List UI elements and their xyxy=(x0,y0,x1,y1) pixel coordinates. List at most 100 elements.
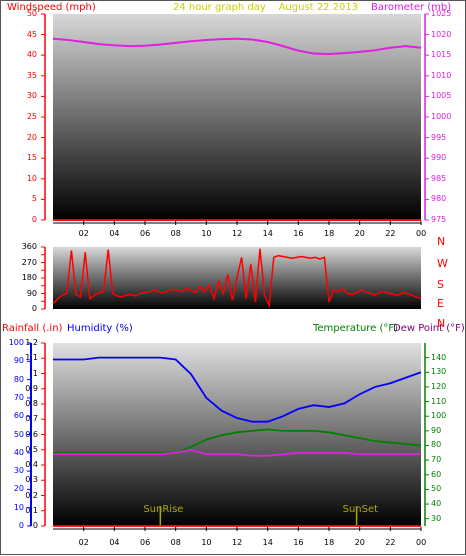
hour-tick-label: 08 xyxy=(170,538,181,547)
hour-tick-label: 06 xyxy=(140,538,151,547)
hour-tick-label: 14 xyxy=(262,538,273,547)
temperature-tick-label: 100 xyxy=(431,411,447,421)
compass-letter: N xyxy=(437,317,446,330)
humidity-tick-label: 90 xyxy=(13,356,24,366)
hour-tick-label: 14 xyxy=(262,229,273,238)
humidity-tick-label: 0 xyxy=(18,521,24,530)
humidity-temperature-chart xyxy=(27,342,429,531)
hour-tick-label: 10 xyxy=(201,538,212,547)
barometer-line xyxy=(52,37,422,55)
barometer-tick-label: 985 xyxy=(431,173,447,183)
dewpoint-line xyxy=(53,448,421,457)
windspeed-tick-label: 30 xyxy=(26,91,37,101)
temperature-tick-label: 30 xyxy=(431,513,442,523)
barometer-tick-label: 980 xyxy=(431,194,447,204)
dewpoint-label: Dew Point (°F) xyxy=(393,323,465,334)
barometer-tick-label: 1020 xyxy=(431,29,452,39)
hour-tick-label: 12 xyxy=(232,538,243,547)
windspeed-tick-label: 40 xyxy=(26,50,37,60)
barometer-axis-label: Barometer (mb) xyxy=(371,2,451,13)
wind-direction-chart xyxy=(41,246,422,310)
windspeed-tick-label: 45 xyxy=(26,29,37,39)
title-date: August 22 2013 xyxy=(278,2,359,13)
rainfall-axis-label: Rainfall (.in) xyxy=(2,323,62,334)
hour-tick-label: 02 xyxy=(78,229,89,238)
hour-tick-label: 02 xyxy=(78,538,89,547)
barometer-tick-label: 1010 xyxy=(431,70,452,80)
windspeed-tick-label: 20 xyxy=(26,132,37,142)
compass-letter: S xyxy=(437,278,444,291)
temperature-axis-label: Temperature (°F) xyxy=(313,323,398,334)
temperature-tick-label: 70 xyxy=(431,455,442,465)
windspeed-tick-label: 10 xyxy=(26,173,37,183)
plot-background xyxy=(53,343,421,526)
windspeed-barometer-chart xyxy=(41,13,429,225)
hour-tick-label: 10 xyxy=(201,229,212,238)
barometer-label: Barometer (mb) xyxy=(371,2,452,13)
humidity-line xyxy=(53,356,422,423)
temperature-tick-label: 80 xyxy=(431,440,442,450)
humidity-tick-label: 30 xyxy=(13,466,24,476)
compass-letter: E xyxy=(437,297,444,310)
sunrise-label: SunRise xyxy=(143,504,184,515)
direction-tick-label: 270 xyxy=(21,257,37,267)
hour-tick-label: 18 xyxy=(324,229,335,238)
barometer-tick-label: 995 xyxy=(431,132,447,142)
temperature-tick-label: 60 xyxy=(431,469,442,479)
temperature-tick-label: 50 xyxy=(431,484,442,494)
hour-tick-label: 00 xyxy=(416,229,427,238)
compass-letter: W xyxy=(437,257,448,270)
barometer-tick-label: 975 xyxy=(431,215,447,224)
temperature-label: Temperature (°F) xyxy=(313,323,399,334)
windspeed-tick-label: 0 xyxy=(31,215,37,224)
hour-tick-label: 20 xyxy=(354,229,365,238)
humidity-tick-label: 50 xyxy=(13,429,24,439)
hour-tick-label: 00 xyxy=(416,538,427,547)
temperature-tick-label: 120 xyxy=(431,381,447,391)
sunset-label: SunSet xyxy=(342,504,379,515)
humidity-tick-label: 40 xyxy=(13,447,24,457)
direction-tick-label: 360 xyxy=(21,242,37,251)
hour-tick-label: 18 xyxy=(324,538,335,547)
direction-tick-label: 180 xyxy=(21,273,37,282)
barometer-tick-label: 1005 xyxy=(431,91,452,101)
title-text: 24 hour graph day xyxy=(173,2,266,13)
hour-tick-label: 20 xyxy=(354,538,365,547)
humidity-tick-label: 80 xyxy=(13,374,24,384)
rainfall-tick-label: 1 xyxy=(32,368,38,378)
humidity-axis-label: Humidity (%) xyxy=(67,323,133,334)
windspeed-tick-label: 25 xyxy=(26,112,37,121)
windspeed-tick-label: 35 xyxy=(26,70,37,80)
hour-tick-label: 08 xyxy=(170,229,181,238)
humidity-tick-label: 70 xyxy=(13,392,24,402)
temperature-tick-label: 90 xyxy=(431,425,442,435)
temperature-tick-label: 110 xyxy=(431,396,447,406)
compass-letter: N xyxy=(437,235,446,248)
dewpoint-axis-label: Dew Point (°F) xyxy=(393,323,465,334)
hour-tick-label: 22 xyxy=(385,229,396,238)
hour-tick-label: 06 xyxy=(140,229,151,238)
temperature-tick-label: 40 xyxy=(431,499,442,509)
hour-tick-label: 12 xyxy=(232,229,243,238)
windspeed-tick-label: 5 xyxy=(31,194,37,204)
rainfall-label: Rainfall (.in) xyxy=(2,323,63,334)
humidity-tick-label: 20 xyxy=(13,484,24,494)
temperature-line xyxy=(53,428,422,454)
direction-tick-label: 90 xyxy=(26,288,37,298)
rainfall-tick-label: 0 xyxy=(32,521,38,530)
barometer-tick-label: 1015 xyxy=(431,50,452,60)
barometer-tick-label: 1000 xyxy=(431,112,452,121)
temperature-tick-label: 130 xyxy=(431,367,447,377)
hour-tick-label: 16 xyxy=(293,538,304,547)
temperature-tick-label: 140 xyxy=(431,352,447,362)
hour-tick-label: 22 xyxy=(385,538,396,547)
hour-tick-label: 04 xyxy=(109,229,120,238)
humidity-tick-label: 10 xyxy=(13,502,24,512)
plot-background xyxy=(53,14,421,220)
windspeed-axis-label: Windspeed (mph) xyxy=(7,2,96,13)
direction-tick-label: 0 xyxy=(31,304,37,313)
graph-title: 24 hour graph day August 22 2013 xyxy=(173,2,358,13)
hour-tick-label: 04 xyxy=(109,538,120,547)
